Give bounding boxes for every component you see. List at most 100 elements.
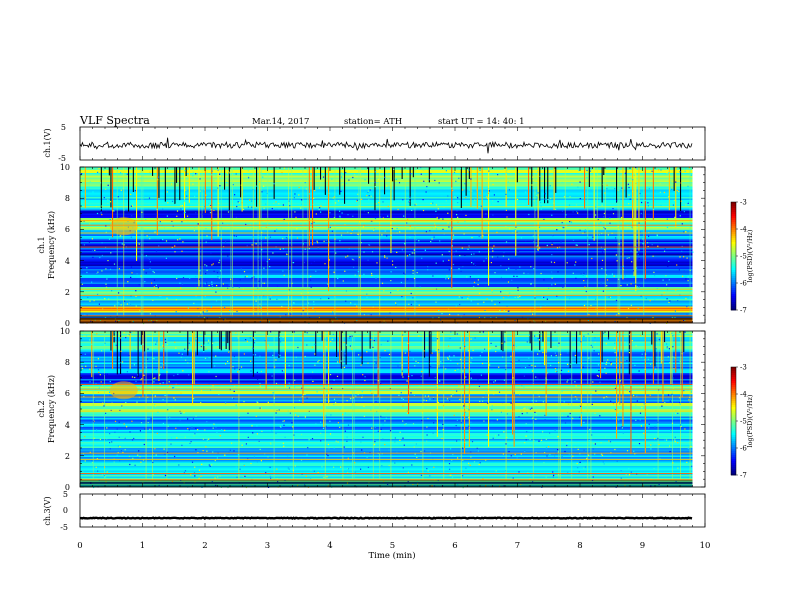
spectrogram-speckle bbox=[154, 377, 156, 379]
spectrogram-speckle bbox=[629, 391, 631, 393]
spectrogram-streak bbox=[267, 167, 269, 317]
spectrogram-speckle bbox=[391, 260, 394, 262]
spectrogram-row bbox=[80, 230, 693, 232]
colorbar-swatch bbox=[731, 268, 736, 271]
spectrogram-speckle bbox=[530, 266, 532, 268]
spectrogram-speckle bbox=[292, 426, 294, 428]
spectrogram-speckle bbox=[402, 467, 404, 469]
spectrogram-streak bbox=[515, 167, 517, 256]
spectrogram-speckle bbox=[656, 234, 658, 236]
spectrogram-speckle bbox=[451, 476, 454, 478]
spectrogram-streak bbox=[91, 331, 93, 378]
spectrogram-speckle bbox=[486, 196, 488, 198]
spectrogram-speckle bbox=[113, 210, 115, 212]
spectrogram-speckle bbox=[238, 482, 240, 484]
spectrogram-speckle bbox=[154, 448, 156, 450]
spectrogram-streak bbox=[164, 167, 166, 202]
spectrogram-streak bbox=[664, 331, 666, 343]
spectrogram-speckle bbox=[456, 333, 458, 335]
spectrogram-speckle bbox=[180, 208, 182, 210]
spectrogram-speckle bbox=[366, 195, 368, 197]
spectrogram-streak bbox=[307, 167, 309, 317]
spectrogram-speckle bbox=[521, 366, 523, 368]
spectrogram-speckle bbox=[600, 283, 602, 285]
spectrogram-speckle bbox=[397, 289, 399, 291]
spectrogram-speckle bbox=[277, 354, 279, 356]
spectrogram-speckle bbox=[648, 235, 650, 237]
spectrogram-speckle bbox=[473, 286, 475, 288]
spectrogram-speckle bbox=[205, 194, 207, 196]
spectrogram-speckle bbox=[640, 295, 642, 297]
spectrogram-speckle bbox=[300, 433, 303, 436]
spectrogram-speckle bbox=[341, 172, 343, 174]
spectrogram-speckle bbox=[158, 245, 160, 247]
spectrogram-speckle bbox=[101, 350, 103, 352]
spectrogram-speckle bbox=[644, 359, 646, 361]
spectrogram-speckle bbox=[594, 412, 596, 415]
spectrogram-speckle bbox=[552, 476, 554, 478]
spectrogram-speckle bbox=[149, 238, 151, 240]
spectrogram-speckle bbox=[408, 303, 410, 305]
spectrogram-speckle bbox=[252, 188, 254, 191]
spectrogram-streak bbox=[232, 167, 233, 317]
spectrogram-speckle bbox=[590, 304, 592, 307]
spectrogram-speckle bbox=[576, 211, 578, 213]
spectrogram-speckle bbox=[329, 226, 331, 228]
spectrogram-streak bbox=[512, 331, 514, 435]
spectrogram-speckle bbox=[203, 317, 205, 319]
spectrogram-speckle bbox=[104, 317, 107, 319]
spectrogram-speckle bbox=[408, 375, 410, 377]
spectrogram-speckle bbox=[403, 215, 405, 217]
spectrogram-speckle bbox=[93, 437, 95, 439]
spectrogram-speckle bbox=[538, 245, 540, 248]
spectrogram-speckle bbox=[219, 175, 221, 177]
spectrogram-speckle bbox=[618, 312, 620, 315]
spectrogram-speckle bbox=[603, 226, 605, 229]
spectrogram-speckle bbox=[510, 361, 512, 363]
spectrogram-speckle bbox=[466, 406, 469, 408]
spectrogram-speckle bbox=[208, 371, 210, 373]
spectrogram-speckle bbox=[197, 202, 199, 204]
spectrogram-speckle bbox=[448, 250, 450, 253]
spectrogram-speckle bbox=[90, 482, 92, 484]
spectrogram-speckle bbox=[117, 445, 119, 447]
spectrogram-speckle bbox=[407, 318, 409, 320]
spectrogram-speckle bbox=[180, 356, 182, 358]
spectrogram-hline bbox=[80, 316, 693, 318]
spectrogram-speckle bbox=[291, 282, 293, 284]
spectrogram-speckle bbox=[497, 201, 499, 203]
spectrogram-speckle bbox=[497, 256, 499, 258]
spectrogram-speckle bbox=[677, 412, 679, 414]
spectrogram-speckle bbox=[145, 281, 147, 283]
spectrogram-speckle bbox=[425, 231, 427, 233]
spectrogram-speckle bbox=[195, 338, 197, 340]
spectrogram-streak bbox=[622, 331, 624, 427]
spectrogram-speckle bbox=[614, 391, 616, 393]
spectrogram-row bbox=[80, 216, 693, 219]
spectrogram-speckle bbox=[176, 277, 178, 280]
spectrogram-speckle bbox=[327, 283, 329, 285]
ch3-ytick-5: 5 bbox=[63, 490, 68, 499]
spectrogram-speckle bbox=[256, 461, 258, 463]
ylabel-line-1: Frequency (kHz) bbox=[47, 375, 56, 443]
spectrogram-speckle bbox=[396, 451, 398, 453]
spectrogram-speckle bbox=[367, 362, 369, 364]
spectrogram-speckle bbox=[328, 241, 330, 243]
spectrogram-speckle bbox=[103, 197, 105, 199]
spectrogram-row bbox=[80, 416, 693, 419]
ch1-spectrogram-ylabel: ch.1Frequency (kHz) bbox=[37, 211, 56, 279]
spectrogram-speckle bbox=[587, 333, 589, 335]
spectrogram-speckle bbox=[410, 392, 412, 394]
spectrogram-speckle bbox=[229, 172, 231, 174]
spectrogram-speckle bbox=[642, 485, 644, 487]
spectrogram-speckle bbox=[462, 228, 464, 231]
ch1-ytick-0: 0 bbox=[65, 319, 70, 328]
spectrogram-streak bbox=[369, 331, 371, 349]
spectrogram-streak bbox=[145, 331, 147, 481]
spectrogram-row bbox=[80, 347, 693, 350]
spectrogram-speckle bbox=[658, 338, 660, 341]
spectrogram-row bbox=[80, 419, 693, 422]
spectrogram-speckle bbox=[442, 260, 444, 262]
spectrogram-speckle bbox=[675, 289, 677, 291]
spectrogram-speckle bbox=[122, 187, 124, 189]
